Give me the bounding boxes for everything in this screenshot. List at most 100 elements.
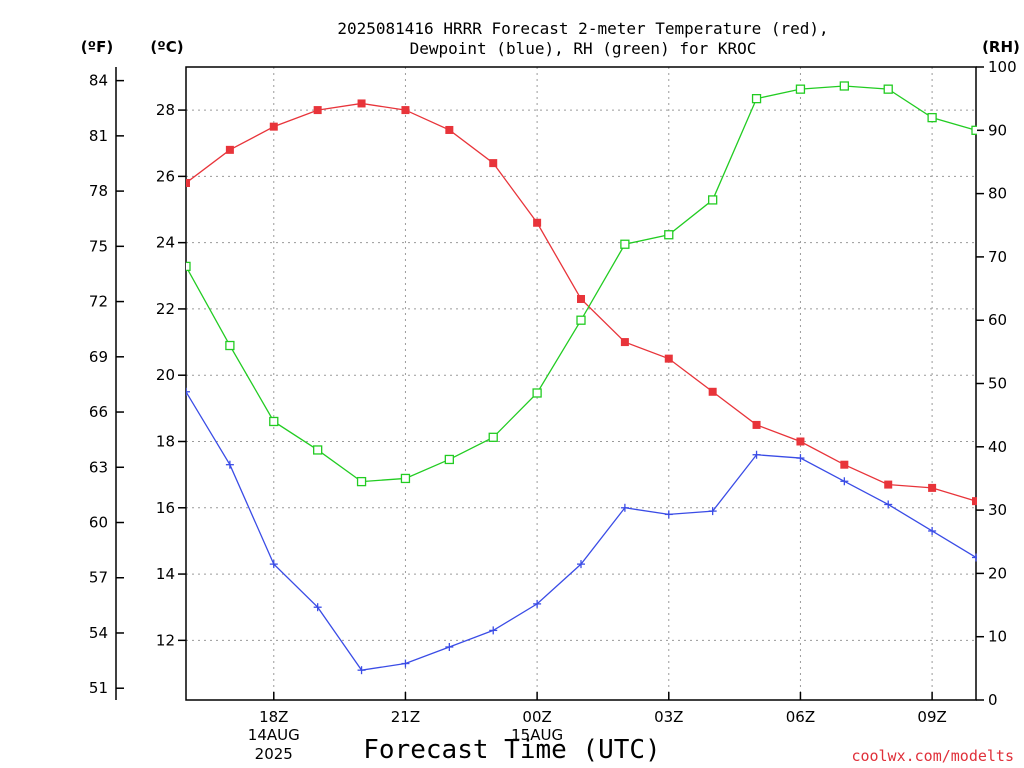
rh-tick-label: 40: [988, 438, 1007, 456]
celsius-tick-label: 18: [156, 432, 175, 450]
temperature-point: [313, 106, 322, 115]
rh-tick-label: 0: [988, 691, 998, 709]
dewpoint-point: [489, 626, 498, 635]
x-tick-label: 03Z: [654, 708, 683, 726]
fahrenheit-tick-label: 84: [89, 72, 108, 90]
x-tick-label: 09Z: [917, 708, 946, 726]
data-series: [186, 81, 977, 675]
fahrenheit-tick-label: 81: [89, 127, 108, 145]
x-tick-date-label: 14AUG: [248, 726, 300, 744]
rh-point: [225, 340, 235, 351]
dewpoint-point: [752, 450, 761, 459]
series-temp: [186, 99, 977, 506]
dewpoint-point: [225, 460, 234, 469]
x-tick-label: 18Z: [259, 708, 288, 726]
rh-point: [708, 195, 718, 205]
fahrenheit-tick-label: 57: [89, 569, 108, 587]
dewpoint-point: [884, 500, 893, 509]
grid-lines: [186, 67, 976, 700]
temperature-point: [577, 294, 585, 303]
rh-point: [751, 94, 762, 104]
x-tick-label: 00Z: [522, 708, 551, 726]
celsius-tick-label: 14: [156, 565, 175, 583]
celsius-tick-label: 26: [156, 167, 175, 185]
dewpoint-point: [269, 560, 278, 569]
rh-tick-label: 20: [988, 564, 1007, 582]
dewpoint-point: [577, 560, 585, 569]
celsius-tick-label: 20: [156, 366, 175, 384]
rh-point: [664, 230, 674, 240]
fahrenheit-tick-label: 66: [89, 403, 108, 421]
rh-tick-label: 60: [988, 311, 1007, 329]
rh-tick-label: 30: [988, 501, 1007, 519]
rh-point: [927, 112, 937, 123]
dewpoint-point: [186, 387, 190, 396]
fahrenheit-tick-label: 63: [89, 458, 108, 476]
temperature-point: [357, 99, 366, 108]
dewpoint-point: [664, 510, 673, 519]
dewpoint-point: [533, 599, 542, 608]
fahrenheit-tick-label: 75: [89, 237, 108, 255]
temperature-point: [445, 125, 454, 134]
temperature-point: [225, 145, 234, 154]
rh-tick-label: 50: [988, 375, 1007, 393]
rh-point: [883, 84, 893, 94]
dewpoint-point: [708, 507, 717, 516]
x-axis-title: Forecast Time (UTC): [363, 735, 660, 765]
temperature-point: [489, 159, 498, 168]
temperature-point: [752, 420, 761, 429]
rh-point: [269, 416, 279, 427]
rh-point: [795, 84, 806, 94]
temperature-point: [401, 106, 410, 115]
temperature-point: [708, 387, 717, 396]
fahrenheit-unit-label: (ºF): [81, 38, 113, 56]
chart-title-line-2: Dewpoint (blue), RH (green) for KROC: [410, 39, 757, 58]
celsius-tick-label: 12: [156, 631, 175, 649]
axes: [115, 66, 984, 701]
dewpoint-point: [401, 659, 410, 668]
rh-point: [971, 125, 977, 135]
temperature-point: [972, 497, 977, 506]
fahrenheit-tick-label: 54: [89, 624, 108, 642]
rh-tick-label: 10: [988, 628, 1007, 646]
x-tick-year-label: 2025: [255, 745, 293, 763]
dewpoint-point: [357, 666, 366, 675]
rh-tick-label: 80: [988, 185, 1007, 203]
temperature-point: [186, 178, 190, 187]
temperature-point: [664, 354, 673, 363]
celsius-unit-label: (ºC): [150, 38, 183, 56]
temperature-point: [928, 483, 937, 492]
dewpoint-point: [620, 503, 629, 512]
celsius-tick-label: 28: [156, 101, 175, 119]
series-line-dew: [186, 391, 977, 671]
temperature-point: [796, 437, 805, 446]
rh-tick-label: 100: [988, 58, 1017, 76]
series-dew: [186, 387, 977, 675]
credit-text: coolwx.com/modelts: [851, 747, 1014, 765]
rh-point: [400, 473, 411, 484]
rh-point: [532, 388, 542, 398]
rh-point: [444, 454, 454, 465]
x-tick-label: 21Z: [391, 708, 420, 726]
fahrenheit-tick-label: 60: [89, 514, 108, 532]
dewpoint-point: [313, 603, 322, 612]
rh-tick-label: 90: [988, 121, 1007, 139]
temperature-point: [533, 218, 542, 227]
fahrenheit-tick-label: 51: [89, 679, 108, 697]
fahrenheit-tick-label: 69: [89, 348, 108, 366]
rh-point: [186, 261, 191, 272]
dewpoint-point: [972, 553, 977, 562]
fahrenheit-tick-label: 72: [89, 293, 108, 311]
series-rh: [186, 81, 977, 487]
plot-frame: [185, 66, 977, 701]
rh-point: [313, 445, 323, 455]
rh-point: [620, 239, 630, 249]
rh-point: [839, 81, 849, 91]
celsius-tick-label: 16: [156, 499, 175, 517]
x-tick-date-label: 15AUG: [511, 726, 563, 744]
temperature-point: [620, 338, 629, 347]
temperature-point: [840, 460, 849, 469]
rh-unit-label: (RH): [982, 38, 1020, 56]
tick-labels: 12 14 16 18 20 22 24 26 28 51 54 57 60 63 66 69 72 75 78 81…: [89, 58, 1017, 763]
